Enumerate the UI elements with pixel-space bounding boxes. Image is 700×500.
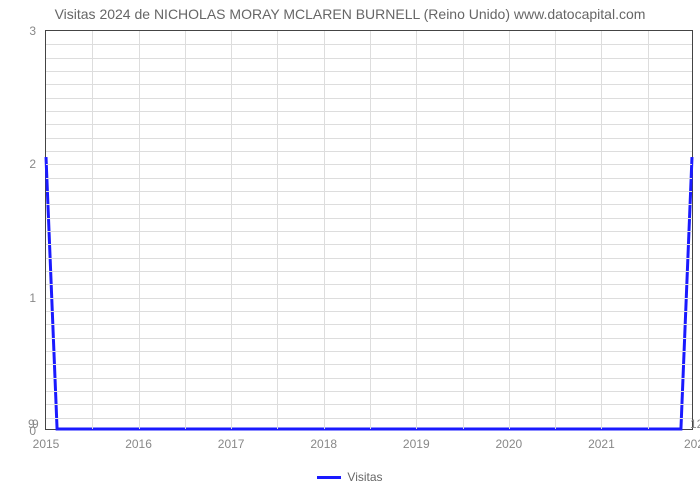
- gridline-h: [46, 218, 692, 219]
- gridline-h: [46, 258, 692, 259]
- ytick-label: 3: [29, 24, 46, 38]
- gridline-v: [231, 31, 232, 429]
- xtick-label: 2020: [495, 429, 522, 451]
- gridline-h: [46, 151, 692, 152]
- xtick-label: 2021: [588, 429, 615, 451]
- gridline-h: [46, 98, 692, 99]
- legend-swatch: [317, 476, 341, 479]
- gridline-v: [648, 31, 649, 429]
- ytick-label: 1: [29, 291, 46, 305]
- gridline-v: [92, 31, 93, 429]
- gridline-h: [46, 378, 692, 379]
- gridline-h: [46, 111, 692, 112]
- gridline-v: [463, 31, 464, 429]
- xtick-label: 202: [684, 429, 700, 451]
- gridline-v: [370, 31, 371, 429]
- gridline-h: [46, 138, 692, 139]
- gridline-h: [46, 191, 692, 192]
- gridline-h: [46, 84, 692, 85]
- xtick-label: 2017: [218, 429, 245, 451]
- gridline-h: [46, 44, 692, 45]
- gridline-h: [46, 164, 692, 165]
- xtick-label: 2016: [125, 429, 152, 451]
- ytick-label: 2: [29, 157, 46, 171]
- gridline-h: [46, 311, 692, 312]
- gridline-v: [277, 31, 278, 429]
- gridline-v: [601, 31, 602, 429]
- gridline-h: [46, 418, 692, 419]
- gridline-h: [46, 204, 692, 205]
- gridline-h: [46, 271, 692, 272]
- gridline-h: [46, 231, 692, 232]
- gridline-h: [46, 71, 692, 72]
- legend-label: Visitas: [347, 470, 382, 484]
- gridline-h: [46, 58, 692, 59]
- gridline-v: [555, 31, 556, 429]
- xtick-label: 2015: [33, 429, 60, 451]
- gridline-h: [46, 364, 692, 365]
- gridline-v: [185, 31, 186, 429]
- gridline-v: [509, 31, 510, 429]
- gridline-h: [46, 284, 692, 285]
- chart-title: Visitas 2024 de NICHOLAS MORAY MCLAREN B…: [0, 6, 700, 22]
- gridline-h: [46, 404, 692, 405]
- legend: Visitas: [0, 470, 700, 484]
- gridline-h: [46, 391, 692, 392]
- gridline-v: [324, 31, 325, 429]
- line-layer: [46, 31, 692, 429]
- gridline-h: [46, 351, 692, 352]
- corner-label-9: 9: [28, 417, 35, 431]
- chart-container: Visitas 2024 de NICHOLAS MORAY MCLAREN B…: [0, 0, 700, 500]
- gridline-h: [46, 324, 692, 325]
- gridline-h: [46, 298, 692, 299]
- plot-area: 012320152016201720182019202020212029912: [45, 30, 693, 430]
- series-line: [46, 157, 692, 429]
- gridline-h: [46, 124, 692, 125]
- gridline-h: [46, 178, 692, 179]
- gridline-v: [139, 31, 140, 429]
- gridline-h: [46, 338, 692, 339]
- gridline-v: [416, 31, 417, 429]
- gridline-h: [46, 244, 692, 245]
- corner-label-12: 12: [690, 417, 700, 431]
- xtick-label: 2018: [310, 429, 337, 451]
- xtick-label: 2019: [403, 429, 430, 451]
